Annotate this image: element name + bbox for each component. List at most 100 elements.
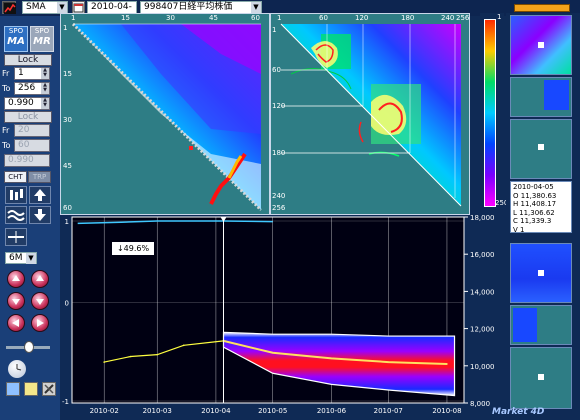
preview-thumb-2[interactable] xyxy=(510,77,572,117)
down2-circle-button[interactable] xyxy=(31,292,49,310)
preview-thumb-6[interactable] xyxy=(510,347,572,409)
preview-thumb-3[interactable] xyxy=(510,119,572,179)
ratio-field-value: 0.990 xyxy=(8,98,34,108)
right-axis-label: 10,000 xyxy=(470,363,495,371)
screen-icon[interactable] xyxy=(6,382,20,396)
triangle-up-icon xyxy=(12,275,20,281)
spin-icon[interactable]: ▲ ▼ xyxy=(41,83,49,94)
save-icon[interactable] xyxy=(24,382,38,396)
from2-label: Fr xyxy=(2,126,10,135)
from-field-value: 1 xyxy=(18,68,24,78)
ratio2-field[interactable]: 0.990 xyxy=(4,154,50,167)
up-tool-button[interactable] xyxy=(29,186,51,204)
right-heatmap-left-tick: 180 xyxy=(272,149,286,157)
spo-mr-logo-text: MR xyxy=(33,36,51,47)
forecast-band xyxy=(222,331,456,397)
right-heatmap-top-tick: 120 xyxy=(355,14,369,22)
right-heatmap-left-tick: 60 xyxy=(272,66,281,74)
quote-close: C 11,339.3 xyxy=(513,217,552,225)
app-icon[interactable] xyxy=(2,1,16,14)
chevron-down-icon[interactable]: ▼ xyxy=(57,2,67,13)
cursor-marker-icon xyxy=(220,217,227,222)
left-heatmap-panel[interactable]: 1 15 30 45 60 1 15 30 45 60 xyxy=(60,13,270,215)
preview-thumb-5[interactable] xyxy=(510,305,572,345)
right-axis-label: 16,000 xyxy=(470,251,495,259)
indicator-line xyxy=(77,220,273,225)
from-label: Fr xyxy=(2,69,10,78)
preview-thumb-1[interactable] xyxy=(510,15,572,75)
left-heatmap-top-tick: 45 xyxy=(209,14,218,22)
clock-icon[interactable] xyxy=(8,360,26,378)
left-heatmap-top-tick: 15 xyxy=(121,14,130,22)
left-heatmap-left-tick: 1 xyxy=(63,24,68,32)
arrow-down-icon xyxy=(34,209,46,221)
price-point xyxy=(271,351,274,354)
preview-marker xyxy=(538,144,544,150)
from2-field[interactable]: 20 xyxy=(14,124,50,137)
chevron-down-icon[interactable]: ▼ xyxy=(26,253,36,264)
from2-field-value: 20 xyxy=(18,125,30,135)
scroll-indicator[interactable] xyxy=(514,4,570,12)
to-field-value: 256 xyxy=(18,83,36,93)
chevron-down-icon[interactable]: ▼ xyxy=(251,2,261,13)
candles-tool-button[interactable] xyxy=(5,186,27,204)
lock2-button[interactable]: Lock xyxy=(4,111,52,123)
tab-cht[interactable]: CHT xyxy=(4,171,27,183)
preview-block xyxy=(513,80,537,114)
left-heatmap-top-tick: 60 xyxy=(251,14,260,22)
spin-icon[interactable]: ▲ ▼ xyxy=(41,68,49,79)
left-heatmap-svg xyxy=(61,14,269,214)
price-chart-svg: 2010-02 2010-03 2010-04 2010-05 2010-06 2010-… xyxy=(62,215,495,415)
indicator-select[interactable]: SMA ▼ xyxy=(22,1,68,14)
crosshair-tool-button[interactable] xyxy=(5,228,27,246)
ratio2-field-value: 0.990 xyxy=(8,155,34,165)
left-axis-label: -1 xyxy=(62,398,69,406)
right-heatmap-left-tick: 240 xyxy=(272,192,286,200)
preview-block xyxy=(513,308,537,342)
next-circle-button[interactable] xyxy=(31,314,49,332)
spin-icon[interactable]: ▲ ▼ xyxy=(41,98,49,109)
down-tool-button[interactable] xyxy=(29,206,51,224)
left-control-panel: SPO MA SPO MR Lock Fr 1 ▲ ▼ To 256 ▲ ▼ 0.990… xyxy=(0,16,60,420)
tools-icon[interactable] xyxy=(42,382,56,396)
price-chart-panel[interactable]: 2010-02 2010-03 2010-04 2010-05 2010-06 2010-… xyxy=(60,215,506,415)
left-heatmap-top-tick: 1 xyxy=(71,14,76,22)
down-circle-button[interactable] xyxy=(7,292,25,310)
to-field[interactable]: 256 ▲ ▼ xyxy=(14,82,50,95)
period-select[interactable]: 6M ▼ xyxy=(5,252,37,264)
spo-ma-logo-text: MA xyxy=(7,36,25,47)
right-axis-label: 12,000 xyxy=(470,326,495,334)
tools-icon-graphic xyxy=(44,384,54,394)
preview-thumb-4[interactable] xyxy=(510,243,572,303)
quote-low: L 11,306.62 xyxy=(513,208,555,217)
lock-button[interactable]: Lock xyxy=(4,54,52,66)
spo-logo: SPO MA SPO MR xyxy=(4,26,54,54)
candles-icon xyxy=(10,189,23,200)
right-heatmap-panel[interactable]: 1 60 120 180 240 256 1 60 120 180 240 25… xyxy=(270,13,470,215)
price-point xyxy=(182,344,185,347)
app-icon-graphic xyxy=(4,3,16,14)
right-heatmap-left-tick: 120 xyxy=(272,102,286,110)
prev-circle-button[interactable] xyxy=(7,314,25,332)
spo-ma-logo-top: SPO xyxy=(8,27,24,35)
up-circle-button[interactable] xyxy=(7,270,25,288)
arrow-up-icon xyxy=(34,189,46,201)
wave-tool-button[interactable] xyxy=(5,206,27,224)
from-field[interactable]: 1 ▲ ▼ xyxy=(14,67,50,80)
to2-field[interactable]: 60 xyxy=(14,139,50,152)
ratio-field[interactable]: 0.990 ▲ ▼ xyxy=(4,97,50,110)
colorbar-panel: 1 250 xyxy=(480,13,508,215)
left-heatmap-left-tick: 30 xyxy=(63,116,72,124)
preview-marker xyxy=(538,42,544,48)
left-heatmap-top-tick: 30 xyxy=(166,14,175,22)
tab-trp[interactable]: TRP xyxy=(28,171,51,183)
right-sidebar: 2010-04-05 O 11,380.63 H 11,408.17 L 11,… xyxy=(492,13,580,420)
preview-block xyxy=(544,310,569,340)
up2-circle-button[interactable] xyxy=(31,270,49,288)
spo-ma-logo[interactable]: SPO MA xyxy=(4,26,28,52)
calendar-icon-graphic xyxy=(73,3,84,13)
spo-mr-logo-top: SPO xyxy=(34,27,50,35)
spo-mr-logo[interactable]: SPO MR xyxy=(30,26,54,52)
zoom-slider-handle[interactable] xyxy=(24,341,34,353)
right-heatmap-svg xyxy=(271,14,469,214)
